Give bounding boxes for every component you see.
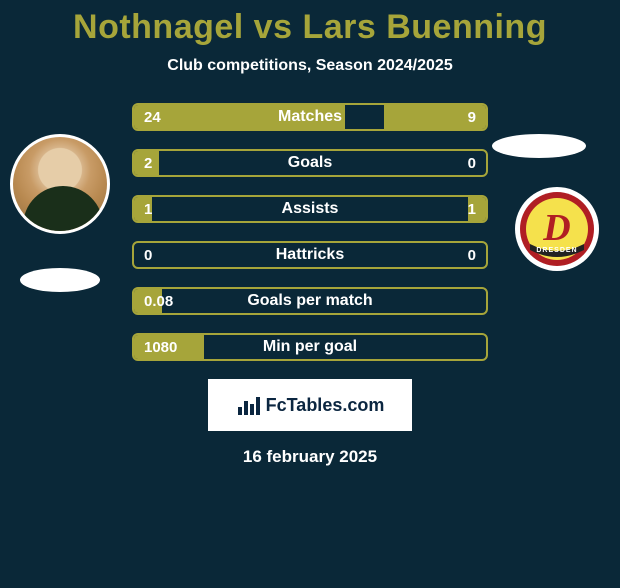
brand-text: FcTables.com [266, 395, 385, 416]
stat-row-assists: 1 Assists 1 [132, 195, 488, 223]
page-title: Nothnagel vs Lars Buenning [0, 8, 620, 47]
stat-row-goals: 2 Goals 0 [132, 149, 488, 177]
decoration-ellipse-left [20, 268, 100, 292]
stat-row-matches: 24 Matches 9 [132, 103, 488, 131]
stat-label: Assists [134, 200, 486, 218]
stat-label: Matches [134, 108, 486, 126]
stat-value-right: 9 [468, 109, 476, 126]
svg-text:DRESDEN: DRESDEN [536, 247, 577, 254]
stat-row-min-per-goal: 1080 Min per goal [132, 333, 488, 361]
player-left-avatar [10, 134, 110, 234]
stats-container: 24 Matches 9 2 Goals 0 1 Assists 1 0 Hat… [132, 103, 488, 361]
player-right-badge: D DRESDEN [514, 186, 600, 272]
stat-label: Goals [134, 154, 486, 172]
bar-chart-icon [236, 393, 260, 417]
brand-box: FcTables.com [208, 379, 412, 431]
stat-row-goals-per-match: 0.08 Goals per match [132, 287, 488, 315]
stat-row-hattricks: 0 Hattricks 0 [132, 241, 488, 269]
stat-value-right: 1 [468, 201, 476, 218]
decoration-ellipse-right [492, 134, 586, 158]
stat-label: Hattricks [134, 246, 486, 264]
stat-label: Goals per match [134, 292, 486, 310]
stat-value-right: 0 [468, 155, 476, 172]
svg-text:D: D [542, 207, 570, 249]
dynamo-dresden-icon: D DRESDEN [514, 186, 600, 272]
date-text: 16 february 2025 [0, 447, 620, 467]
stat-value-right: 0 [468, 247, 476, 264]
page-subtitle: Club competitions, Season 2024/2025 [0, 57, 620, 75]
stat-label: Min per goal [134, 338, 486, 356]
